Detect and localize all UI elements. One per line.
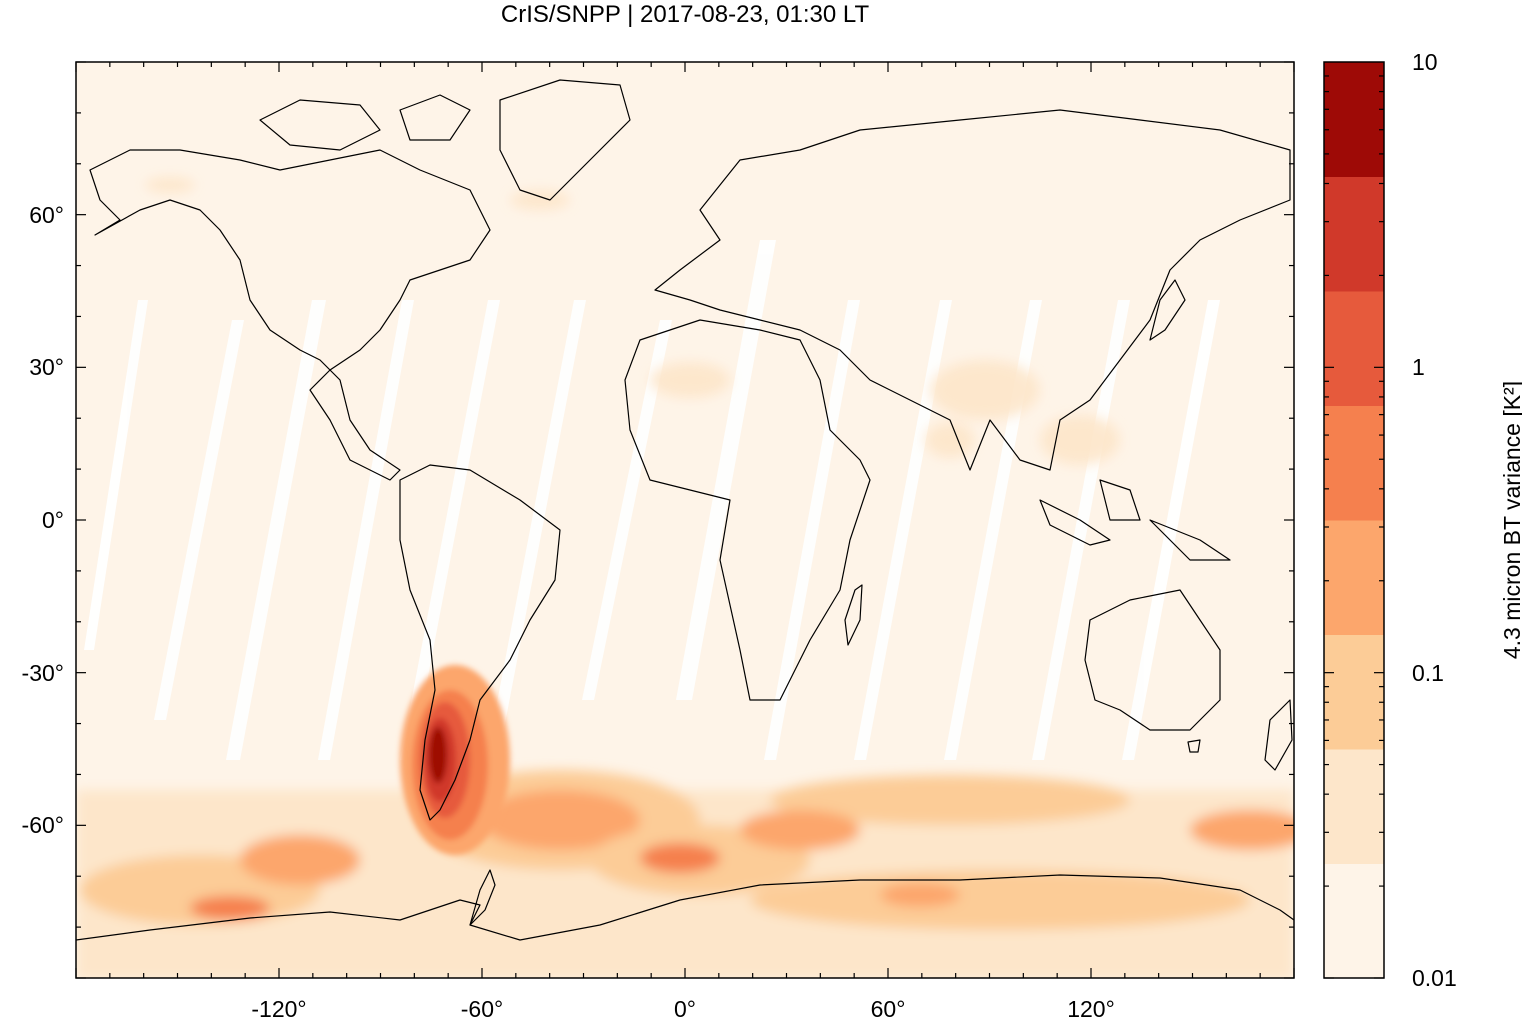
coast-antarctic-peninsula — [469, 869, 496, 926]
coast-japan — [1149, 279, 1186, 341]
colorbar-tick-label: 0.1 — [1412, 659, 1444, 686]
colorbar-segment — [1324, 863, 1384, 979]
coast-australia — [1084, 589, 1221, 731]
y-tick-label: 0° — [42, 507, 64, 533]
swath-gap — [400, 300, 500, 760]
colorbar-frame — [1323, 61, 1385, 979]
coast-south-america — [399, 464, 561, 821]
y-tick-label: 60° — [29, 201, 64, 228]
coast-antarctica — [76, 874, 1294, 941]
light-patches — [145, 177, 1120, 465]
colorbar-segment — [1324, 291, 1384, 406]
coast-africa — [624, 319, 871, 701]
x-tick-label: -120° — [251, 996, 307, 1022]
coast-madagascar — [844, 584, 863, 646]
coast-indonesia — [1039, 479, 1231, 561]
swath-gap — [154, 320, 244, 720]
coast-arctic-islands — [259, 94, 471, 151]
colorbar-tick-label: 0.01 — [1412, 965, 1457, 991]
swath-gap — [854, 300, 952, 760]
chart-title: CrIS/SNPP | 2017-08-23, 01:30 LT — [500, 1, 870, 28]
colorbar-tick-label: 1 — [1412, 354, 1425, 381]
coast-new-zealand — [1264, 699, 1293, 771]
colorbar-segment — [1324, 634, 1384, 750]
y-tick-label: -60° — [21, 812, 64, 839]
patagonia-maximum — [400, 665, 510, 855]
swath-gap — [944, 300, 1042, 760]
swath-gap — [1032, 300, 1130, 760]
swath-gap — [1122, 300, 1220, 760]
axis-ticks — [75, 61, 1295, 979]
colorbar-segment — [1324, 176, 1384, 292]
x-tick-label: 60° — [870, 996, 906, 1022]
x-tick-label: -60° — [460, 996, 504, 1022]
y-tick-label: 30° — [29, 354, 64, 381]
x-tick-label: 120° — [1067, 996, 1115, 1022]
coastlines — [76, 79, 1294, 941]
swath-gap — [582, 320, 672, 700]
swath-gap — [676, 240, 776, 700]
swath-gap — [226, 300, 326, 760]
swath-gap — [486, 300, 586, 760]
colorbar-title: 4.3 micron BT variance [K²] — [1499, 380, 1522, 660]
coast-greenland — [499, 79, 631, 201]
colorbar-segment — [1324, 405, 1384, 521]
x-tick-label: 0° — [674, 996, 696, 1022]
variance-field — [76, 177, 1294, 978]
swath-gap — [84, 300, 148, 650]
swath-gap — [318, 300, 414, 760]
colorbar-tick-label: 10 — [1412, 49, 1438, 75]
swath-gaps — [84, 240, 1220, 760]
y-tick-label: -30° — [21, 659, 64, 686]
southern-band — [76, 770, 1294, 978]
colorbar-segment — [1324, 520, 1384, 635]
colorbar — [1323, 61, 1385, 979]
colorbar-segment — [1324, 62, 1384, 177]
coast-tasmania — [1187, 739, 1201, 753]
swath-gap — [764, 300, 860, 760]
coast-north-america — [89, 149, 491, 481]
coast-eurasia — [654, 109, 1291, 471]
colorbar-segment — [1324, 749, 1384, 864]
